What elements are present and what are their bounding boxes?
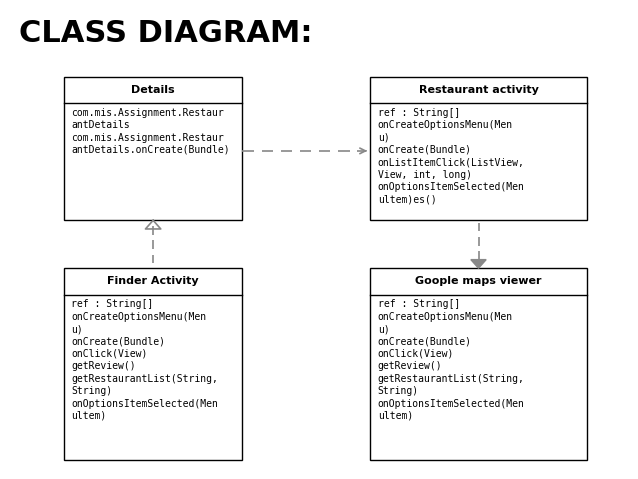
Text: ref : String[]
onCreateOptionsMenu(Men
u)
onCreate(Bundle)
onClick(View)
getRevi: ref : String[] onCreateOptionsMenu(Men u… (71, 299, 218, 421)
Text: Restaurant activity: Restaurant activity (419, 85, 538, 95)
Text: ref : String[]
onCreateOptionsMenu(Men
u)
onCreate(Bundle)
onListItemClick(ListV: ref : String[] onCreateOptionsMenu(Men u… (378, 108, 524, 205)
Bar (64, 268, 242, 460)
Text: Details: Details (131, 85, 175, 95)
Bar (370, 77, 587, 220)
Bar (370, 268, 587, 460)
Text: CLASS DIAGRAM:: CLASS DIAGRAM: (19, 19, 313, 48)
Bar (64, 77, 242, 220)
Text: Finder Activity: Finder Activity (107, 276, 199, 286)
Text: ref : String[]
onCreateOptionsMenu(Men
u)
onCreate(Bundle)
onClick(View)
getRevi: ref : String[] onCreateOptionsMenu(Men u… (378, 299, 524, 421)
Polygon shape (471, 260, 486, 268)
Text: com.mis.Assignment.Restaur
antDetails
com.mis.Assignment.Restaur
antDetails.onCr: com.mis.Assignment.Restaur antDetails co… (71, 108, 230, 155)
Text: Goople maps viewer: Goople maps viewer (415, 276, 542, 286)
